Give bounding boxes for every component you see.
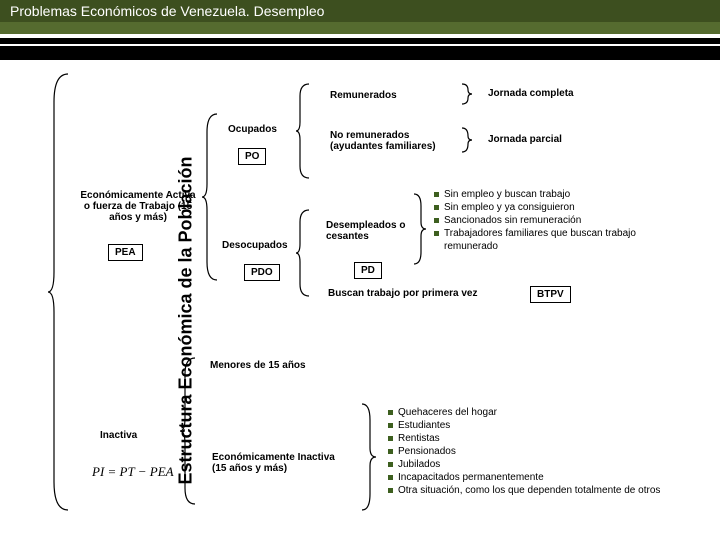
box-btpv-wrap: BTPV [530,284,571,303]
node-buscan-primera: Buscan trabajo por primera vez [328,288,478,299]
brace-econ-inactiva [360,402,376,512]
bullet-item: Sin empleo y ya consiguieron [432,201,672,214]
bullet-item: Quehaceres del hogar [386,406,666,419]
brace-ocupados [296,82,312,180]
brace-root [48,72,72,512]
box-pea-wrap: PEA [108,242,143,261]
box-pd-wrap: PD [354,260,382,279]
formula-pi: PI = PT − PEA [92,464,174,480]
stripe-thick [0,46,720,60]
bullet-item: Estudiantes [386,419,666,432]
page-title: Problemas Económicos de Venezuela. Desem… [0,0,720,22]
diagram-canvas: Estructura Económica de la Población Eco… [0,60,720,540]
brace-pea [202,112,220,282]
box-pea: PEA [108,244,143,261]
box-btpv: BTPV [530,286,571,303]
node-no-remunerados: No remunerados (ayudantes familiares) [330,130,444,152]
box-pd: PD [354,262,382,279]
node-desocupados: Desocupados [222,240,288,251]
bullet-item: Sin empleo y buscan trabajo [432,188,672,201]
bullet-item: Rentistas [386,432,666,445]
brace-inactiva [180,356,198,506]
node-jornada-completa: Jornada completa [488,88,574,99]
bullet-item: Otra situación, como los que dependen to… [386,484,666,497]
header-bar: Problemas Económicos de Venezuela. Desem… [0,0,720,34]
bullets-inactiva: Quehaceres del hogarEstudiantesRentistas… [386,406,666,497]
brace-desocupados [296,208,312,298]
node-ocupados: Ocupados [228,124,277,135]
bullet-item: Trabajadores familiares que buscan traba… [432,227,672,253]
node-jornada-parcial: Jornada parcial [488,134,562,145]
brace-pd [412,192,426,266]
box-pdo-wrap: PDO [244,262,280,281]
bullet-item: Jubilados [386,458,666,471]
node-menores: Menores de 15 años [210,360,306,371]
node-econ-inactiva: Económicamente Inactiva (15 años y más) [212,452,352,474]
node-pea-full: Económicamente Activa o fuerza de Trabaj… [78,190,198,223]
bullets-pd: Sin empleo y buscan trabajoSin empleo y … [432,188,672,253]
bullet-item: Incapacitados permanentemente [386,471,666,484]
box-po: PO [238,148,266,165]
box-po-wrap: PO [238,146,266,165]
bullet-item: Pensionados [386,445,666,458]
stripe-thin [0,38,720,44]
node-remunerados: Remunerados [330,90,397,101]
node-inactiva: Inactiva [100,430,137,441]
bullet-item: Sancionados sin remuneración [432,214,672,227]
brace-jp [460,126,472,154]
brace-jc [460,82,472,106]
node-desempleados: Desempleados o cesantes [326,220,406,242]
box-pdo: PDO [244,264,280,281]
